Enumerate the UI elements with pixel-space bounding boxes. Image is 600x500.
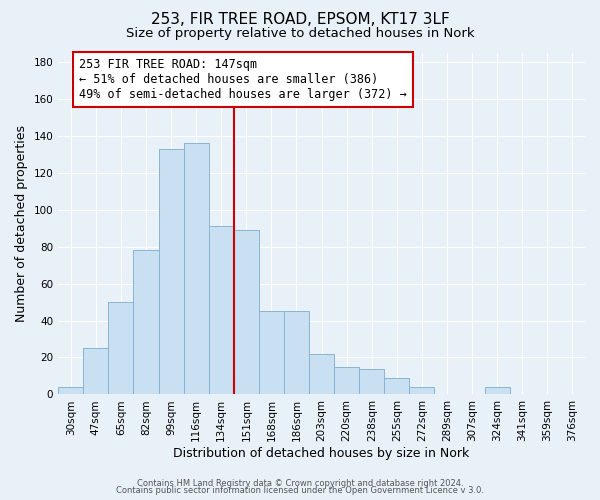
Y-axis label: Number of detached properties: Number of detached properties xyxy=(15,125,28,322)
Bar xyxy=(259,312,284,394)
Bar xyxy=(58,387,83,394)
Text: Contains HM Land Registry data © Crown copyright and database right 2024.: Contains HM Land Registry data © Crown c… xyxy=(137,478,463,488)
Bar xyxy=(184,143,209,395)
Bar xyxy=(485,387,510,394)
Bar xyxy=(83,348,109,395)
Text: 253 FIR TREE ROAD: 147sqm
← 51% of detached houses are smaller (386)
49% of semi: 253 FIR TREE ROAD: 147sqm ← 51% of detac… xyxy=(79,58,407,100)
Bar xyxy=(359,368,385,394)
Bar xyxy=(158,148,184,394)
Bar xyxy=(284,312,309,394)
Bar xyxy=(385,378,409,394)
Text: 253, FIR TREE ROAD, EPSOM, KT17 3LF: 253, FIR TREE ROAD, EPSOM, KT17 3LF xyxy=(151,12,449,28)
Text: Contains public sector information licensed under the Open Government Licence v : Contains public sector information licen… xyxy=(116,486,484,495)
Bar xyxy=(334,366,359,394)
Bar xyxy=(234,230,259,394)
X-axis label: Distribution of detached houses by size in Nork: Distribution of detached houses by size … xyxy=(173,447,470,460)
Bar xyxy=(209,226,234,394)
Bar xyxy=(133,250,158,394)
Bar xyxy=(409,387,434,394)
Bar xyxy=(309,354,334,395)
Bar xyxy=(109,302,133,394)
Text: Size of property relative to detached houses in Nork: Size of property relative to detached ho… xyxy=(125,28,475,40)
